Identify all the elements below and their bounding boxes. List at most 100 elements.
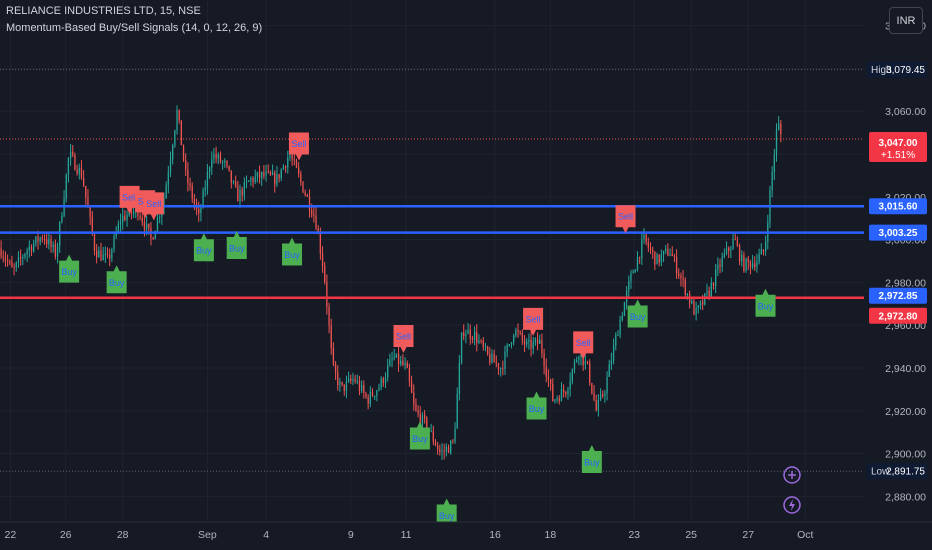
- candle-body: [274, 172, 276, 185]
- candle-body: [641, 239, 643, 258]
- candle-body: [480, 340, 482, 342]
- time-tick-label: 9: [348, 529, 354, 541]
- sell-label-text: Sell: [146, 199, 161, 209]
- lightning-icon: [783, 496, 801, 514]
- candle-body: [632, 272, 634, 274]
- candle-body: [271, 172, 274, 175]
- sell-signal: Sell: [288, 132, 309, 161]
- candle-body: [269, 171, 272, 175]
- candle-body: [256, 172, 259, 177]
- candle-body: [96, 250, 98, 258]
- candle-body: [567, 389, 569, 395]
- buy-label-text: Buy: [229, 244, 245, 254]
- sell-label-box: [393, 324, 414, 353]
- candle-body: [576, 359, 578, 362]
- lightning-bolt: [789, 499, 795, 511]
- candle-body: [578, 357, 580, 360]
- candle-body: [508, 343, 510, 346]
- candle-body: [400, 360, 402, 365]
- candle-body: [237, 186, 239, 202]
- side-tools[interactable]: [783, 466, 801, 514]
- candle-body: [393, 357, 395, 359]
- candle-body: [141, 217, 143, 223]
- candle-body: [513, 335, 515, 343]
- candle-body: [174, 130, 176, 146]
- candle-body: [132, 211, 135, 214]
- candle-body: [639, 257, 641, 259]
- time-axis-bg: [0, 522, 932, 550]
- sell-signal: Sell: [615, 205, 636, 234]
- candle-body: [678, 273, 680, 277]
- candle-body: [645, 234, 647, 243]
- sell-signal: Sell: [573, 331, 594, 360]
- candle-body: [374, 395, 376, 397]
- grid: [0, 0, 864, 522]
- price-tick-label: 2,880.00: [885, 491, 926, 503]
- candle-body: [701, 301, 704, 305]
- candle-body: [106, 253, 109, 255]
- candle-body: [749, 261, 752, 268]
- candle-body: [675, 256, 678, 274]
- time-axis[interactable]: 22 26 28 Sep 4 9 11 16 18 23 25 27 Oct: [0, 521, 932, 550]
- candle-body: [621, 315, 623, 320]
- price-tick-label: 2,980.00: [885, 277, 926, 289]
- candle-body: [484, 346, 487, 348]
- candle-body: [719, 264, 721, 267]
- candle-body: [754, 263, 756, 268]
- candle-body: [111, 249, 113, 259]
- candle-body: [612, 345, 615, 361]
- candle-body: [565, 391, 567, 395]
- candle-body: [743, 255, 745, 271]
- candle-body: [206, 172, 209, 188]
- candle-body: [19, 257, 22, 259]
- level-badge: 3,003.25: [869, 224, 927, 241]
- candle-body: [397, 353, 400, 365]
- sell-label-text: Sell: [526, 314, 541, 324]
- candle-body: [554, 399, 556, 401]
- candle-body: [69, 151, 72, 159]
- buy-label-text: Buy: [630, 312, 646, 322]
- candle-body: [652, 249, 654, 252]
- candle-body: [287, 157, 289, 168]
- candle-body: [0, 248, 2, 257]
- candle-body: [93, 233, 96, 251]
- candle-body: [599, 394, 602, 400]
- candle-body: [499, 368, 502, 370]
- buy-label-box: [282, 237, 303, 266]
- buy-label-text: Buy: [61, 267, 77, 277]
- candle-body: [211, 159, 213, 169]
- level-lines: [0, 204, 864, 300]
- candle-body: [248, 180, 250, 182]
- candle-body: [104, 253, 106, 255]
- candle-body: [367, 397, 369, 404]
- candle-body: [169, 159, 172, 173]
- candle-body: [50, 239, 52, 247]
- candle-body: [278, 174, 280, 179]
- price-axis[interactable]: 3,100.003,080.003,060.003,040.003,020.00…: [885, 21, 926, 504]
- last-price-badge-value: 3,047.00: [879, 138, 918, 149]
- buy-signal: Buy: [436, 498, 457, 527]
- candle-body: [17, 257, 20, 263]
- buy-signal: Buy: [627, 299, 648, 328]
- candle-body: [695, 308, 697, 315]
- lightning-ring: [783, 496, 801, 514]
- level-badge: 2,972.80: [869, 307, 927, 324]
- candle-body: [712, 282, 715, 286]
- candle-body: [89, 207, 91, 217]
- candle-body: [343, 384, 345, 391]
- buy-label-box: [755, 288, 776, 317]
- level-badge-box: [869, 198, 927, 215]
- candle-body: [521, 332, 524, 340]
- candle-body: [649, 247, 652, 250]
- sell-label-box: [573, 331, 594, 360]
- candle-body: [491, 354, 493, 363]
- currency-button[interactable]: INR: [889, 7, 923, 34]
- candle-body: [591, 383, 593, 394]
- candle-body: [736, 239, 739, 246]
- sell-label-box: [615, 205, 636, 234]
- candle-body: [239, 189, 241, 202]
- candle-body: [686, 293, 689, 295]
- candle-body: [369, 391, 371, 404]
